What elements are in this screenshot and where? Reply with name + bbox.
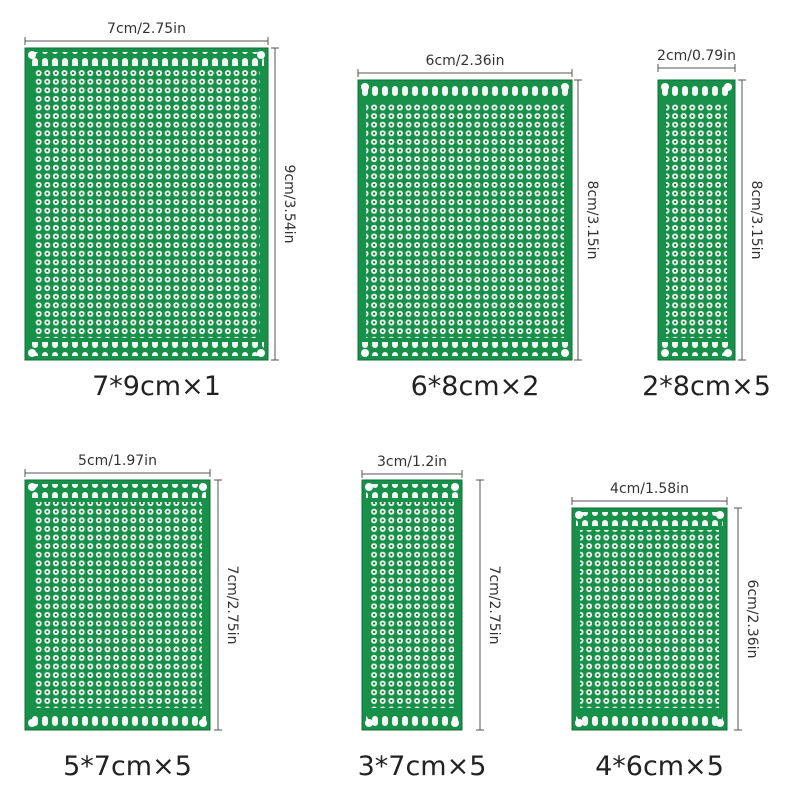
hole-grid: [370, 502, 454, 708]
caption: 3*7cm×5: [358, 751, 487, 782]
pad-row: [576, 512, 723, 526]
pcb-board: [24, 47, 269, 361]
pcb-board: [361, 479, 463, 731]
height-label: 9cm/3.54in: [281, 165, 297, 244]
pad-row: [29, 52, 264, 66]
hole-grid: [666, 102, 727, 338]
mount-hole: [561, 83, 569, 91]
caption: 4*6cm×5: [595, 751, 724, 782]
mount-hole: [724, 83, 732, 91]
pad-row: [29, 342, 264, 356]
mount-hole: [575, 719, 583, 727]
pad-row: [576, 712, 723, 726]
caption: 2*8cm×5: [642, 371, 771, 402]
height-label: 6cm/2.36in: [744, 580, 760, 659]
pcb-board: [24, 479, 211, 731]
mount-hole: [365, 483, 373, 491]
pcb-board: [357, 79, 573, 361]
width-label: 5cm/1.97in: [78, 453, 157, 469]
mount-hole: [28, 349, 36, 357]
pad-row: [366, 712, 458, 726]
mount-hole: [257, 51, 265, 59]
mount-hole: [661, 349, 669, 357]
width-label: 3cm/1.2in: [377, 454, 447, 470]
pcb-board: [571, 507, 728, 731]
height-label: 8cm/3.15in: [584, 181, 600, 260]
mount-hole: [561, 349, 569, 357]
mount-hole: [28, 51, 36, 59]
height-label: 7cm/2.75in: [224, 566, 240, 645]
height-label: 8cm/3.15in: [748, 181, 764, 260]
height-label: 7cm/2.75in: [486, 566, 502, 645]
caption: 5*7cm×5: [63, 751, 192, 782]
mount-hole: [716, 719, 724, 727]
width-label: 2cm/0.79in: [657, 48, 736, 64]
hole-grid: [366, 102, 564, 338]
mount-hole: [575, 511, 583, 519]
mount-hole: [716, 511, 724, 519]
mount-hole: [451, 483, 459, 491]
pcb-board: [657, 79, 736, 361]
mount-hole: [257, 349, 265, 357]
mount-hole: [28, 719, 36, 727]
hole-grid: [580, 530, 719, 708]
mount-hole: [661, 83, 669, 91]
hole-grid: [33, 70, 260, 338]
mount-hole: [724, 349, 732, 357]
width-label: 7cm/2.75in: [107, 21, 186, 37]
mount-hole: [199, 483, 207, 491]
pad-row: [366, 484, 458, 498]
pad-row: [29, 712, 206, 726]
caption: 6*8cm×2: [411, 371, 540, 402]
pad-row: [362, 342, 568, 356]
pad-row: [662, 84, 731, 98]
caption: 7*9cm×1: [92, 371, 221, 402]
hole-grid: [33, 502, 202, 708]
mount-hole: [361, 349, 369, 357]
width-label: 6cm/2.36in: [426, 53, 505, 69]
mount-hole: [451, 719, 459, 727]
mount-hole: [361, 83, 369, 91]
pad-row: [362, 84, 568, 98]
mount-hole: [28, 483, 36, 491]
pad-row: [662, 342, 731, 356]
mount-hole: [199, 719, 207, 727]
mount-hole: [365, 719, 373, 727]
width-label: 4cm/1.58in: [610, 481, 689, 497]
pad-row: [29, 484, 206, 498]
